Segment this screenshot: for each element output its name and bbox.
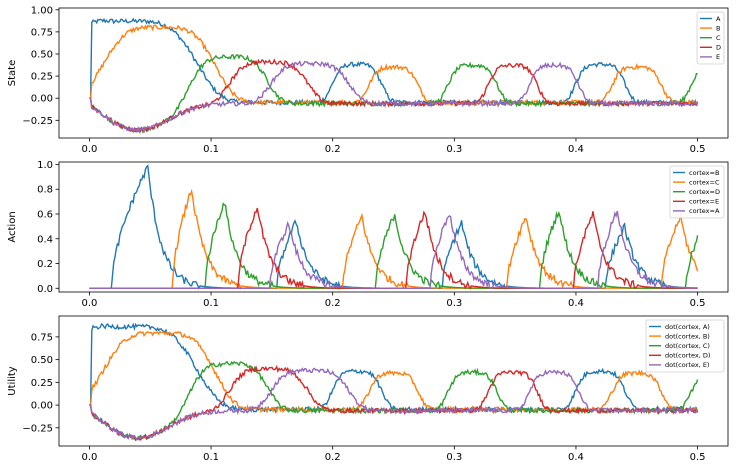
y-axis-label: State	[7, 60, 18, 86]
legend-entry: A	[716, 15, 721, 23]
x-tick-label: 0.4	[568, 452, 584, 463]
plot-area	[89, 164, 699, 291]
legend: dot(cortex, A)dot(cortex, B) dot(cortex, …	[645, 319, 725, 373]
series-line-5	[89, 367, 699, 441]
legend-entry: D	[716, 44, 721, 52]
legend-entry: cortex=B	[689, 169, 719, 177]
chart-panel-3: 0.0 0.1 0.2 0.3 0.4 0.5 −0.25 0.00 0.25 0.50 0.75 U…	[7, 315, 729, 463]
series-line-5	[89, 210, 698, 291]
legend-entry: E	[716, 53, 720, 61]
y-tick-label: 0.00	[31, 401, 53, 412]
plot-area	[89, 322, 699, 442]
legend-entry: dot(cortex, E)	[665, 361, 709, 369]
x-tick-label: 0.0	[81, 452, 97, 463]
chart-panel-1: 0.0 0.1 0.2 0.3 0.4 0.5 −0.25 0.00 0.25 0.50 0.75 1…	[7, 5, 729, 155]
x-tick-label: 0.2	[325, 144, 341, 155]
y-tick-label: 1.00	[31, 5, 53, 16]
plot-area	[89, 17, 699, 135]
series-line-2	[89, 188, 699, 291]
x-tick-label: 0.1	[203, 298, 219, 309]
y-tick-label: 0.4	[37, 234, 53, 245]
series-line-5	[89, 60, 699, 135]
y-tick-label: 0.8	[37, 185, 53, 196]
legend-entry: cortex=C	[689, 178, 720, 186]
x-tick-label: 0.3	[446, 298, 462, 309]
legend-entry: cortex=E	[689, 198, 719, 206]
y-tick-label: −0.25	[22, 423, 53, 434]
x-tick-label: 0.5	[690, 144, 706, 155]
x-tick-label: 0.5	[690, 452, 706, 463]
series-line-2	[89, 23, 699, 107]
series-line-4	[89, 58, 698, 133]
x-tick-label: 0.3	[446, 144, 462, 155]
legend-entry: dot(cortex, A)	[665, 323, 710, 331]
legend-box	[645, 319, 725, 373]
series-line-4	[89, 364, 698, 442]
y-tick-label: 0.50	[31, 49, 53, 60]
legend-entry: B	[716, 24, 720, 32]
x-tick-label: 0.0	[81, 144, 97, 155]
x-tick-label: 0.0	[81, 298, 97, 309]
x-tick-label: 0.4	[568, 144, 584, 155]
legend-entry: cortex=A	[689, 207, 720, 215]
legend-entry: dot(cortex, B)	[665, 332, 710, 340]
axes-frame	[58, 161, 729, 293]
axes-frame	[58, 7, 729, 139]
y-tick-label: 0.25	[31, 72, 53, 83]
y-tick-label: 0.75	[31, 332, 53, 343]
y-tick-label: 0.50	[31, 355, 53, 366]
x-tick-label: 0.3	[446, 452, 462, 463]
x-tick-label: 0.4	[568, 298, 584, 309]
legend-box	[669, 165, 725, 219]
y-tick-label: 0.75	[31, 27, 53, 38]
y-tick-label: 0.2	[37, 259, 53, 270]
x-tick-label: 0.5	[690, 298, 706, 309]
y-tick-label: 0.0	[37, 284, 53, 295]
y-tick-label: 1.0	[37, 160, 53, 171]
y-tick-label: 0.6	[37, 210, 53, 221]
legend-entry: dot(cortex, C)	[665, 342, 710, 350]
x-tick-label: 0.1	[203, 452, 219, 463]
legend-entry: C	[716, 34, 721, 42]
series-line-1	[89, 322, 699, 414]
x-tick-label: 0.1	[203, 144, 219, 155]
y-tick-label: −0.25	[22, 116, 53, 127]
chart-panel-2: 0.0 0.1 0.2 0.3 0.4 0.5 0.0 0.2 0.4 0.6 0.8 1.0 Acti…	[7, 160, 729, 309]
y-tick-label: 0.00	[31, 94, 53, 105]
y-tick-label: 0.25	[31, 378, 53, 389]
x-tick-label: 0.2	[325, 452, 341, 463]
y-axis-label: Action	[7, 211, 18, 242]
y-axis-label: Utility	[7, 366, 18, 395]
x-tick-label: 0.2	[325, 298, 341, 309]
legend-entry: dot(cortex, D)	[665, 352, 710, 360]
series-line-1	[89, 17, 699, 107]
axes-frame	[58, 315, 729, 447]
legend-entry: cortex=D	[689, 188, 720, 196]
